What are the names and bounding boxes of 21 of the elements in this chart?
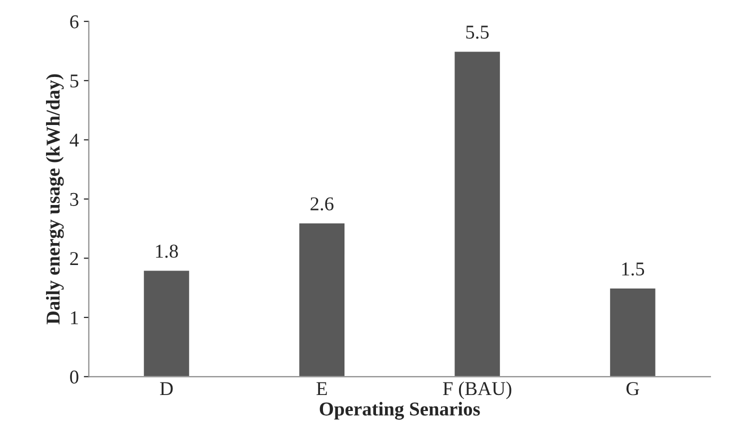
y-tick-label: 4 — [70, 134, 79, 147]
y-tick-label: 2 — [70, 252, 78, 265]
x-tick-label: D — [160, 382, 173, 396]
y-tick-label: 3 — [70, 192, 78, 206]
y-tick-label: 0 — [70, 370, 78, 384]
bar — [608, 287, 657, 377]
data-label: 5.5 — [466, 26, 489, 39]
y-tick-label: 6 — [70, 15, 78, 28]
data-label: 1.8 — [156, 244, 178, 258]
data-label: 2.6 — [310, 197, 334, 211]
bar — [298, 222, 346, 377]
x-tick-label: G — [626, 382, 640, 396]
bar — [453, 50, 502, 377]
x-axis-title: Operating Senarios — [320, 402, 480, 420]
data-label: 1.5 — [622, 262, 644, 276]
bar — [142, 269, 191, 377]
y-axis-title: Daily energy usage (kWh/day) — [46, 74, 64, 324]
y-tick-label: 1 — [71, 311, 78, 324]
x-tick-label: F (BAU) — [443, 382, 512, 400]
y-tick-label: 5 — [70, 74, 78, 88]
x-tick-label: E — [316, 382, 327, 395]
